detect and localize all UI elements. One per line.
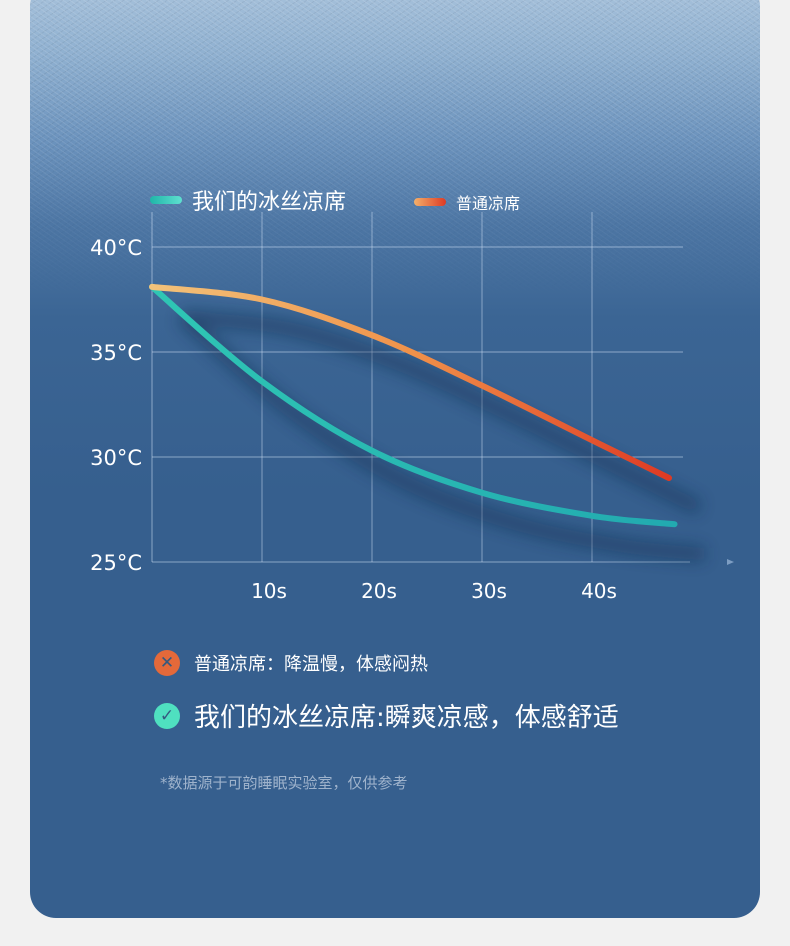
x-axis-arrow-icon — [727, 559, 734, 565]
legend-regular: 普通凉席 — [414, 190, 520, 214]
series-line-ours — [149, 283, 678, 528]
y-tick-label: 25°C — [90, 551, 142, 575]
legend-label-regular: 普通凉席 — [456, 194, 521, 213]
check-circle-icon: ✓ — [154, 702, 180, 729]
y-tick-label: 35°C — [90, 341, 142, 365]
x-circle-icon: ✕ — [154, 650, 180, 676]
series-shadow — [181, 309, 703, 515]
legend-swatch-regular — [414, 198, 446, 206]
series-shadow — [177, 311, 706, 562]
footnote: *数据源于可韵睡眠实验室，仅供参考 — [160, 774, 408, 792]
x-tick-label: 40s — [581, 579, 617, 603]
note-regular-text: 普通凉席：降温慢，体感闷热 — [194, 654, 428, 675]
y-tick-label: 40°C — [90, 236, 142, 260]
legend-ours: 我们的冰丝凉席 — [150, 184, 346, 216]
note-ours: ✓ 我们的冰丝凉席:瞬爽凉感，体感舒适 — [154, 697, 619, 734]
x-tick-label: 20s — [361, 579, 397, 603]
legend-swatch-ours — [150, 196, 182, 204]
x-tick-label: 10s — [251, 579, 287, 603]
x-tick-label: 30s — [471, 579, 507, 603]
y-tick-label: 30°C — [90, 446, 142, 470]
note-ours-text: 我们的冰丝凉席:瞬爽凉感，体感舒适 — [194, 703, 619, 733]
legend-label-ours: 我们的冰丝凉席 — [192, 190, 347, 215]
series-line-regular — [149, 283, 672, 481]
note-regular: ✕ 普通凉席：降温慢，体感闷热 — [154, 650, 428, 676]
